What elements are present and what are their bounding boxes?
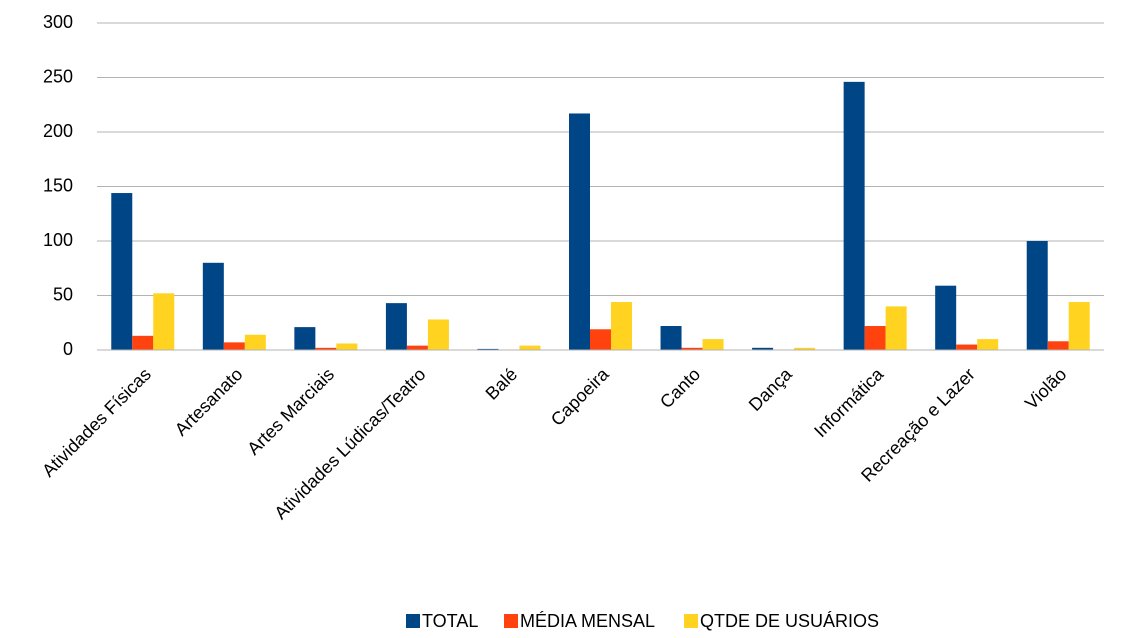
y-tick-label: 300 xyxy=(43,12,73,32)
bar xyxy=(590,329,611,350)
bar xyxy=(611,302,632,350)
bar xyxy=(794,347,816,350)
x-tick-label: Atividades Físicas xyxy=(38,364,155,481)
bar xyxy=(843,81,865,351)
legend-swatch xyxy=(504,614,518,628)
legend-label: MÉDIA MENSAL xyxy=(520,611,655,631)
bar xyxy=(864,326,886,350)
y-tick-label: 150 xyxy=(43,175,73,195)
bar xyxy=(519,345,541,350)
x-tick-label: Balé xyxy=(482,364,522,404)
x-tick-label: Atividades Lúdicas/Teatro xyxy=(270,364,429,523)
bar xyxy=(885,306,907,350)
x-tick-label: Canto xyxy=(656,364,704,412)
bar xyxy=(385,303,407,350)
legend-swatch xyxy=(684,614,698,628)
bar xyxy=(935,285,957,350)
x-tick-label: Informática xyxy=(810,363,888,441)
bar xyxy=(702,339,724,350)
y-tick-label: 100 xyxy=(43,230,73,250)
y-tick-label: 200 xyxy=(43,121,73,141)
bar xyxy=(427,319,449,350)
bar xyxy=(132,335,154,350)
bar xyxy=(977,339,999,350)
bar xyxy=(223,342,245,350)
bar xyxy=(681,347,703,350)
bar xyxy=(294,327,316,350)
y-tick-label: 250 xyxy=(43,66,73,86)
bar xyxy=(752,347,774,350)
bar xyxy=(569,113,590,350)
bar xyxy=(406,345,428,350)
x-tick-label: Artesanato xyxy=(171,364,247,440)
y-tick-label: 0 xyxy=(63,339,73,359)
bar xyxy=(956,344,978,350)
x-tick-label: Capoeira xyxy=(547,363,613,429)
legend-label: TOTAL xyxy=(422,611,478,631)
bar xyxy=(336,343,358,350)
legend-swatch xyxy=(406,614,420,628)
bar xyxy=(477,348,499,350)
bar xyxy=(153,293,175,350)
x-tick-label: Dança xyxy=(745,363,797,415)
legend-label: QTDE DE USUÁRIOS xyxy=(700,611,879,631)
bar xyxy=(1026,241,1048,350)
bar xyxy=(1068,302,1090,350)
bar xyxy=(1047,341,1069,350)
bar xyxy=(202,262,224,350)
bar xyxy=(660,326,682,350)
y-tick-label: 50 xyxy=(53,284,73,304)
x-tick-label: Violão xyxy=(1021,364,1070,413)
x-tick-label: Artes Marciais xyxy=(243,364,338,459)
bar xyxy=(315,347,337,350)
bar xyxy=(244,334,266,350)
bar xyxy=(111,193,133,350)
